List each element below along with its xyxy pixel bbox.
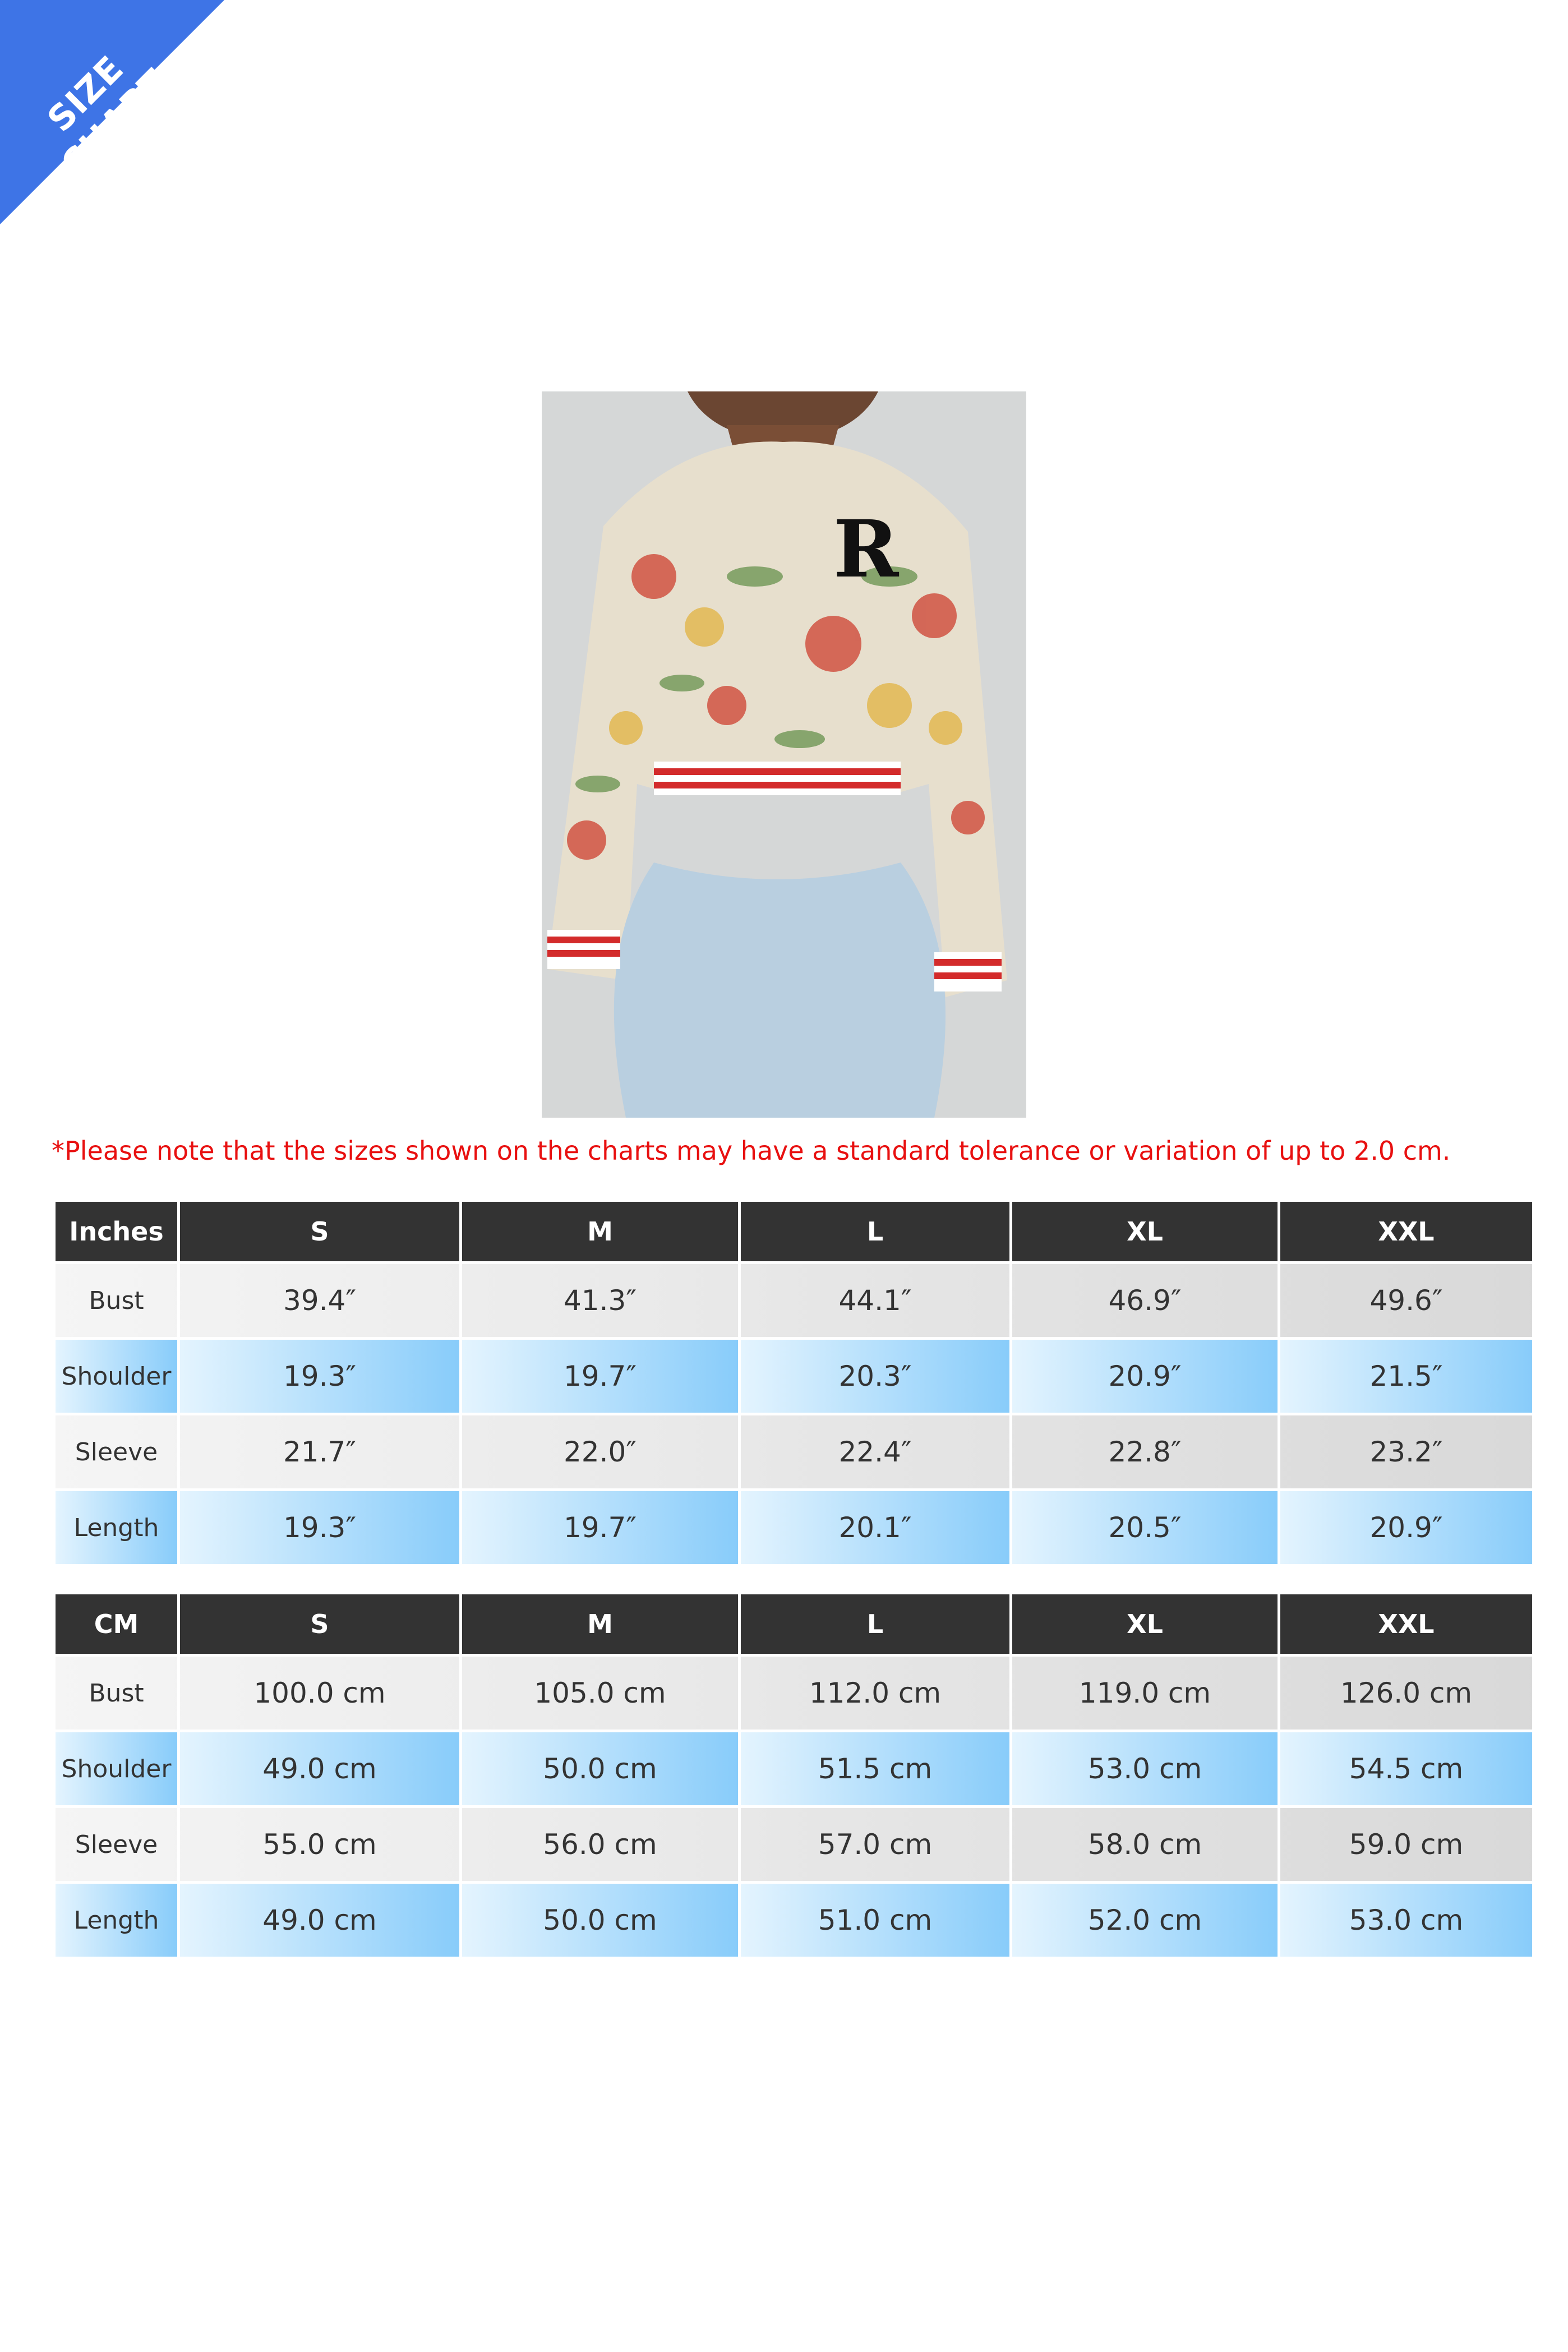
size-header: XXL bbox=[1280, 1202, 1532, 1261]
table-cell: 46.9″ bbox=[1012, 1264, 1278, 1337]
table-cell: 59.0 cm bbox=[1280, 1808, 1532, 1881]
table-cell: 112.0 cm bbox=[741, 1657, 1009, 1730]
unit-header: Inches bbox=[56, 1202, 177, 1261]
table-cell: 57.0 cm bbox=[741, 1808, 1009, 1881]
table-row: Length 49.0 cm 50.0 cm 51.0 cm 52.0 cm 5… bbox=[56, 1884, 1532, 1957]
table-row: Sleeve 21.7″ 22.0″ 22.4″ 22.8″ 23.2″ bbox=[56, 1415, 1532, 1488]
table-cell: 21.7″ bbox=[180, 1415, 459, 1488]
size-header: XL bbox=[1012, 1202, 1278, 1261]
size-header: XXL bbox=[1280, 1594, 1532, 1654]
table-row: Length 19.3″ 19.7″ 20.1″ 20.5″ 20.9″ bbox=[56, 1491, 1532, 1564]
table-cell: 20.9″ bbox=[1012, 1340, 1278, 1413]
svg-text:R: R bbox=[833, 504, 900, 596]
table-cell: 53.0 cm bbox=[1012, 1732, 1278, 1805]
table-cell: 22.8″ bbox=[1012, 1415, 1278, 1488]
size-header: M bbox=[462, 1202, 738, 1261]
table-cell: 22.4″ bbox=[741, 1415, 1009, 1488]
table-cell: 55.0 cm bbox=[180, 1808, 459, 1881]
table-header-row: CM S M L XL XXL bbox=[56, 1594, 1532, 1654]
product-photo: R bbox=[542, 391, 1026, 1118]
table-cell: 19.7″ bbox=[462, 1340, 738, 1413]
table-cell: 49.6″ bbox=[1280, 1264, 1532, 1337]
unit-header: CM bbox=[56, 1594, 177, 1654]
table-row: Bust 100.0 cm 105.0 cm 112.0 cm 119.0 cm… bbox=[56, 1657, 1532, 1730]
row-label: Length bbox=[56, 1491, 177, 1564]
size-header: S bbox=[180, 1594, 459, 1654]
table-cell: 21.5″ bbox=[1280, 1340, 1532, 1413]
table-cell: 50.0 cm bbox=[462, 1884, 738, 1957]
table-cell: 58.0 cm bbox=[1012, 1808, 1278, 1881]
table-cell: 49.0 cm bbox=[180, 1884, 459, 1957]
row-label: Length bbox=[56, 1884, 177, 1957]
row-label: Sleeve bbox=[56, 1808, 177, 1881]
size-header: XL bbox=[1012, 1594, 1278, 1654]
size-chart-banner bbox=[0, 0, 224, 224]
table-cell: 52.0 cm bbox=[1012, 1884, 1278, 1957]
table-cell: 126.0 cm bbox=[1280, 1657, 1532, 1730]
table-cell: 20.3″ bbox=[741, 1340, 1009, 1413]
table-cell: 41.3″ bbox=[462, 1264, 738, 1337]
table-cell: 105.0 cm bbox=[462, 1657, 738, 1730]
table-cell: 20.1″ bbox=[741, 1491, 1009, 1564]
row-label: Bust bbox=[56, 1657, 177, 1730]
table-row: Shoulder 49.0 cm 50.0 cm 51.5 cm 53.0 cm… bbox=[56, 1732, 1532, 1805]
inches-size-table: Inches S M L XL XXL Bust 39.4″ 41.3″ 44.… bbox=[53, 1199, 1535, 1567]
row-label: Shoulder bbox=[56, 1732, 177, 1805]
table-cell: 51.0 cm bbox=[741, 1884, 1009, 1957]
table-cell: 56.0 cm bbox=[462, 1808, 738, 1881]
table-cell: 19.3″ bbox=[180, 1340, 459, 1413]
table-cell: 23.2″ bbox=[1280, 1415, 1532, 1488]
table-cell: 53.0 cm bbox=[1280, 1884, 1532, 1957]
table-row: Sleeve 55.0 cm 56.0 cm 57.0 cm 58.0 cm 5… bbox=[56, 1808, 1532, 1881]
table-cell: 19.3″ bbox=[180, 1491, 459, 1564]
size-header: M bbox=[462, 1594, 738, 1654]
table-cell: 39.4″ bbox=[180, 1264, 459, 1337]
size-header: L bbox=[741, 1594, 1009, 1654]
cm-size-table: CM S M L XL XXL Bust 100.0 cm 105.0 cm 1… bbox=[53, 1592, 1535, 1959]
table-header-row: Inches S M L XL XXL bbox=[56, 1202, 1532, 1261]
table-cell: 19.7″ bbox=[462, 1491, 738, 1564]
row-label: Bust bbox=[56, 1264, 177, 1337]
table-cell: 119.0 cm bbox=[1012, 1657, 1278, 1730]
size-header: L bbox=[741, 1202, 1009, 1261]
tolerance-note: *Please note that the sizes shown on the… bbox=[52, 1136, 1451, 1166]
row-label: Sleeve bbox=[56, 1415, 177, 1488]
table-cell: 20.5″ bbox=[1012, 1491, 1278, 1564]
table-cell: 49.0 cm bbox=[180, 1732, 459, 1805]
table-cell: 100.0 cm bbox=[180, 1657, 459, 1730]
table-cell: 54.5 cm bbox=[1280, 1732, 1532, 1805]
table-row: Shoulder 19.3″ 19.7″ 20.3″ 20.9″ 21.5″ bbox=[56, 1340, 1532, 1413]
table-cell: 22.0″ bbox=[462, 1415, 738, 1488]
size-header: S bbox=[180, 1202, 459, 1261]
table-cell: 44.1″ bbox=[741, 1264, 1009, 1337]
table-cell: 50.0 cm bbox=[462, 1732, 738, 1805]
table-row: Bust 39.4″ 41.3″ 44.1″ 46.9″ 49.6″ bbox=[56, 1264, 1532, 1337]
table-cell: 20.9″ bbox=[1280, 1491, 1532, 1564]
table-cell: 51.5 cm bbox=[741, 1732, 1009, 1805]
row-label: Shoulder bbox=[56, 1340, 177, 1413]
